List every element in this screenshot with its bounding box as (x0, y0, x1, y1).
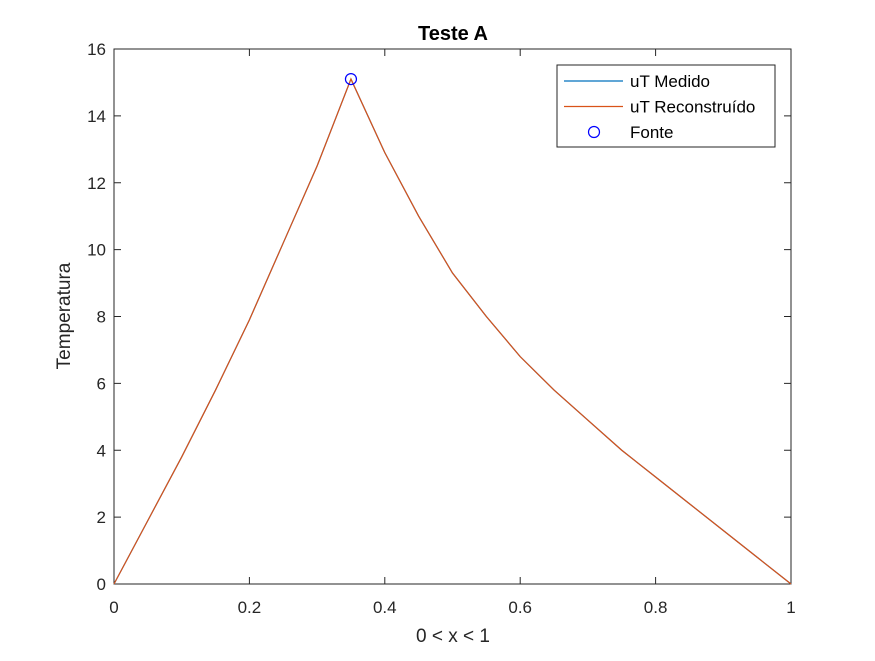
series-line-0 (113, 77, 792, 585)
y-tick-label: 0 (97, 575, 106, 594)
legend-label: uT Medido (630, 72, 710, 91)
x-ticks: 0 0.2 0.4 0.6 0.8 1 (109, 49, 796, 617)
legend-label: uT Reconstruído (630, 98, 755, 117)
y-tick-label: 6 (97, 374, 106, 393)
series-layer (113, 72, 792, 585)
y-tick-label: 12 (87, 174, 106, 193)
x-tick-label: 0.2 (238, 598, 262, 617)
y-tick-label: 14 (87, 107, 106, 126)
y-axis-label: Temperatura (54, 262, 75, 369)
y-ticks: 0 2 4 6 8 10 12 14 16 (87, 40, 791, 594)
series-line-1 (113, 77, 792, 585)
y-tick-label: 16 (87, 40, 106, 59)
x-axis-label: 0 < x < 1 (416, 626, 490, 647)
y-tick-label: 10 (87, 241, 106, 260)
y-tick-label: 8 (97, 308, 106, 327)
x-tick-label: 0 (109, 598, 118, 617)
x-tick-label: 0.4 (373, 598, 397, 617)
legend-swatch-marker (587, 125, 601, 139)
chart-title: Teste A (418, 23, 488, 45)
y-tick-label: 4 (97, 441, 106, 460)
legend-label: Fonte (630, 123, 673, 142)
x-tick-label: 0.6 (508, 598, 532, 617)
source-marker (344, 72, 358, 86)
y-tick-label: 2 (97, 508, 106, 527)
x-tick-label: 0.8 (644, 598, 668, 617)
legend[interactable]: uT Medido uT Reconstruído Fonte (556, 64, 776, 148)
x-tick-label: 1 (786, 598, 795, 617)
